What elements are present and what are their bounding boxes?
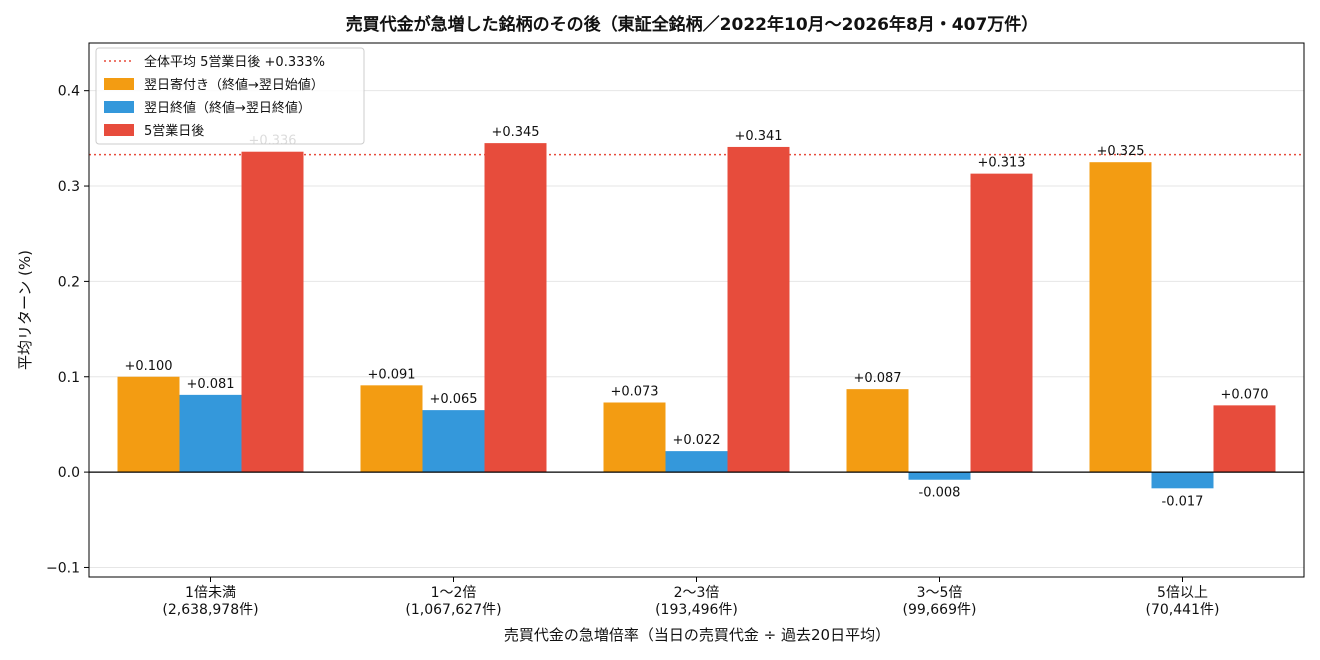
- x-axis-ticks: 1倍未満(2,638,978件) 1〜2倍(1,067,627件) 2〜3倍(193…: [162, 577, 1219, 618]
- legend-box: [95, 47, 365, 145]
- x-tick-count: (1,067,627件): [405, 602, 501, 618]
- bar: [970, 173, 1033, 473]
- x-tick-count: (70,441件): [1146, 602, 1220, 618]
- data-label: +0.065: [429, 392, 477, 407]
- data-label: +0.313: [977, 156, 1025, 171]
- data-label: +0.091: [367, 367, 415, 382]
- y-tick-label: 0.4: [58, 84, 80, 100]
- bar: [360, 385, 423, 473]
- bar: [422, 410, 485, 473]
- bar: [1213, 405, 1276, 473]
- bar: [603, 402, 666, 473]
- bar: [1089, 162, 1152, 473]
- data-label: +0.100: [124, 359, 172, 374]
- data-labels: +0.100+0.081+0.336+0.091+0.065+0.345+0.0…: [124, 125, 1268, 509]
- y-axis-label: 平均リターン (%): [16, 250, 34, 370]
- x-tick-label: 5倍以上: [1157, 585, 1208, 601]
- bar: [484, 143, 547, 473]
- legend-label: 5営業日後: [144, 123, 204, 139]
- y-tick-label: 0.1: [58, 370, 80, 386]
- x-tick-count: (99,669件): [903, 602, 977, 618]
- legend-swatch: [104, 124, 134, 136]
- x-axis-label: 売買代金の急増倍率（当日の売買代金 ÷ 過去20日平均）: [504, 626, 890, 644]
- x-tick-label: 2〜3倍: [674, 585, 720, 601]
- bar: [846, 389, 909, 473]
- data-label: -0.017: [1162, 494, 1204, 509]
- data-label: +0.345: [491, 125, 539, 140]
- bar: [1151, 472, 1214, 489]
- x-tick-count: (2,638,978件): [162, 602, 258, 618]
- data-label: -0.008: [919, 486, 961, 501]
- y-tick-label: 0.2: [58, 274, 80, 290]
- legend-label: 翌日寄付き（終値→翌日始値）: [144, 77, 324, 93]
- y-tick-label: 0.3: [58, 179, 80, 195]
- data-label: +0.087: [853, 371, 901, 386]
- bar: [727, 146, 790, 473]
- x-tick-label: 3〜5倍: [917, 585, 963, 601]
- bar: [665, 451, 728, 473]
- legend-ref-label: 全体平均 5営業日後 +0.333%: [144, 54, 325, 70]
- legend-label: 翌日終値（終値→翌日終値）: [144, 100, 311, 116]
- x-tick-count: (193,496件): [655, 602, 738, 618]
- legend-swatch: [104, 78, 134, 90]
- bars: [117, 143, 1276, 489]
- x-tick-label: 1〜2倍: [431, 585, 477, 601]
- data-label: +0.022: [672, 433, 720, 448]
- data-label: +0.073: [610, 384, 658, 399]
- legend: 全体平均 5営業日後 +0.333% 翌日寄付き（終値→翌日始値） 翌日終値（終値→…: [95, 47, 365, 145]
- bar: [241, 151, 304, 473]
- data-label: +0.325: [1096, 144, 1144, 159]
- bar: [117, 376, 180, 473]
- legend-swatch: [104, 101, 134, 113]
- y-axis-ticks: −0.1 0.0 0.1 0.2 0.3 0.4: [46, 84, 89, 576]
- y-tick-label: 0.0: [58, 465, 80, 481]
- y-tick-label: −0.1: [46, 560, 80, 576]
- data-label: +0.341: [734, 129, 782, 144]
- x-tick-label: 1倍未満: [185, 585, 236, 601]
- data-label: +0.081: [186, 377, 234, 392]
- bar: [908, 472, 971, 480]
- bar: [179, 394, 242, 473]
- chart-title: 売買代金が急増した銘柄のその後（東証全銘柄／2022年10月〜2026年8月・4…: [346, 14, 1039, 35]
- data-label: +0.070: [1220, 387, 1268, 402]
